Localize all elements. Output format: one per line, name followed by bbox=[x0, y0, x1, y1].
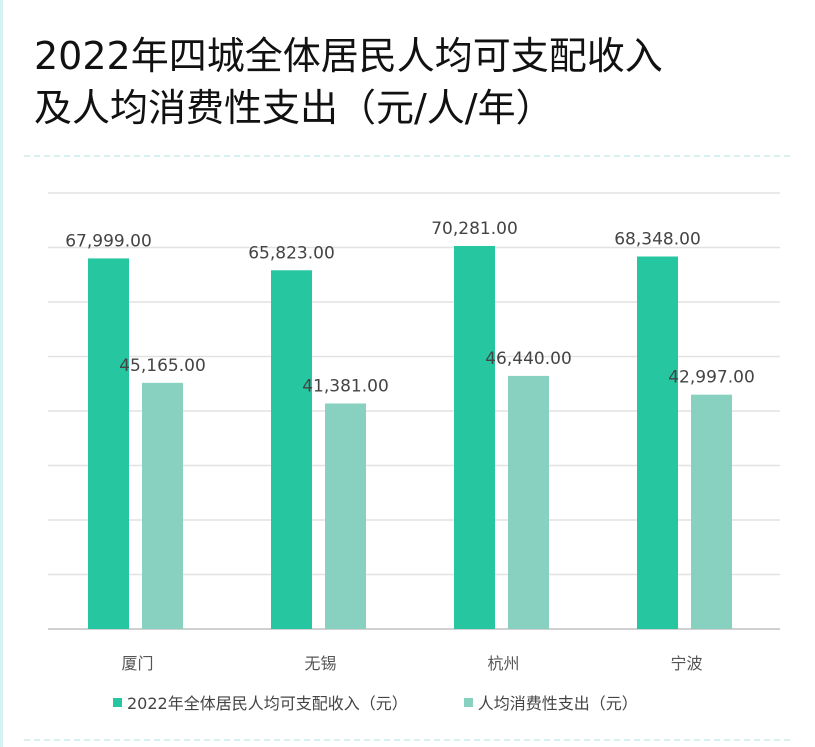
data-label: 42,997.00 bbox=[668, 368, 755, 388]
bottom-divider bbox=[24, 739, 790, 741]
title-line-2: 及人均消费性支出（元/人/年） bbox=[34, 86, 554, 130]
data-label: 67,999.00 bbox=[65, 231, 152, 251]
legend-swatch-income bbox=[113, 697, 122, 707]
chart-title: 2022年四城全体居民人均可支配收入 及人均消费性支出（元/人/年） bbox=[34, 30, 663, 134]
data-label: 65,823.00 bbox=[248, 243, 335, 263]
bar-expense bbox=[325, 403, 366, 629]
bar-income bbox=[271, 270, 312, 629]
legend-label-income: 2022年全体居民人均可支配收入（元） bbox=[127, 694, 408, 713]
legend-item-expense[interactable]: 人均消费性支出（元） bbox=[463, 690, 638, 714]
legend-item-income[interactable]: 2022年全体居民人均可支配收入（元） bbox=[113, 690, 408, 714]
x-tick-label: 宁波 bbox=[670, 654, 702, 673]
left-border bbox=[0, 0, 3, 747]
x-tick-label: 杭州 bbox=[487, 654, 519, 673]
data-label: 41,381.00 bbox=[302, 376, 389, 396]
data-label: 70,281.00 bbox=[431, 219, 518, 239]
bar-income bbox=[454, 245, 495, 629]
legend-swatch-expense bbox=[463, 697, 473, 707]
x-tick-label: 无锡 bbox=[304, 654, 336, 673]
bar-expense bbox=[508, 375, 549, 629]
bar-expense bbox=[691, 394, 732, 629]
bar-expense bbox=[142, 382, 183, 629]
legend-label-expense: 人均消费性支出（元） bbox=[477, 694, 638, 713]
legend: 2022年全体居民人均可支配收入（元） 人均消费性支出（元） bbox=[113, 690, 638, 714]
title-line-1: 2022年四城全体居民人均可支配收入 bbox=[34, 34, 663, 78]
x-tick-label: 厦门 bbox=[121, 654, 153, 673]
top-divider bbox=[24, 155, 790, 157]
bar-income bbox=[637, 256, 678, 629]
data-label: 68,348.00 bbox=[614, 230, 701, 250]
bar-income bbox=[88, 258, 129, 629]
data-label: 46,440.00 bbox=[485, 349, 572, 369]
data-label: 45,165.00 bbox=[119, 356, 206, 376]
